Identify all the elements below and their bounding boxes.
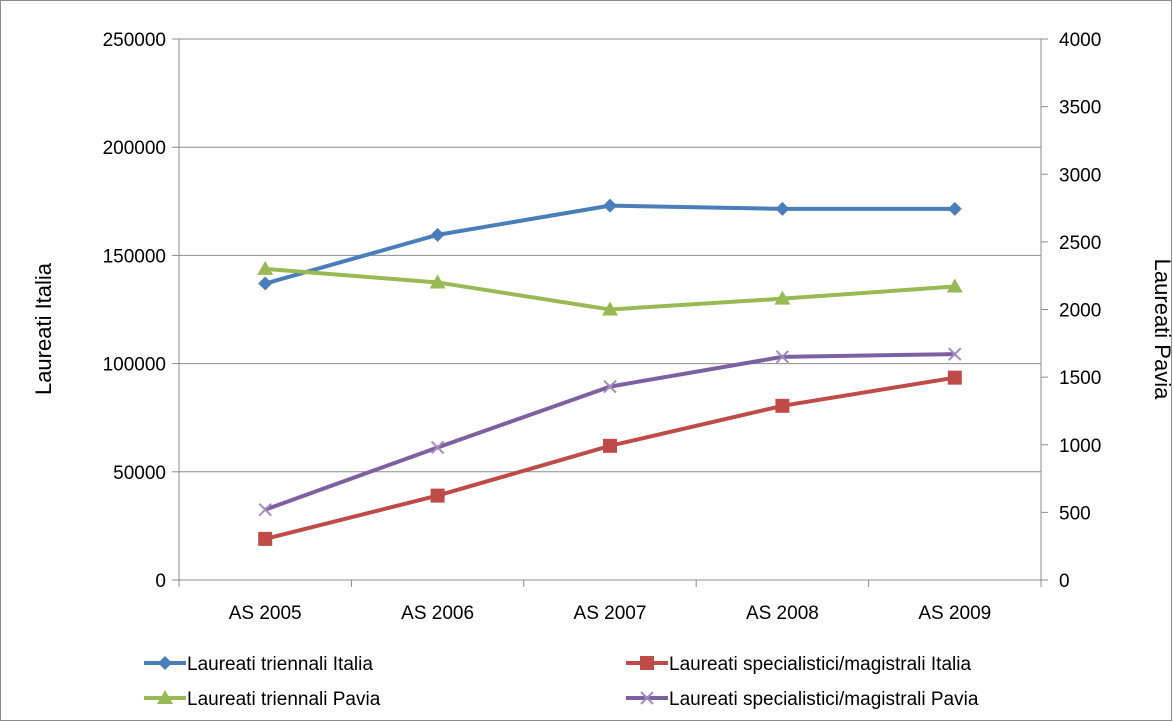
- right-tick-label: 3000: [1059, 165, 1101, 186]
- data-point-diamond: [258, 276, 273, 291]
- left-tick-label: 0: [155, 571, 166, 592]
- x-tick-label: AS 2006: [401, 603, 474, 624]
- legend: Laureati triennali Italia Laureati specia…: [144, 654, 979, 710]
- data-point-x: [640, 691, 654, 705]
- data-point-triangle: [157, 690, 173, 704]
- right-tick-label: 500: [1059, 503, 1091, 524]
- right-tick-label: 1500: [1059, 368, 1101, 389]
- data-point-triangle: [774, 290, 791, 305]
- series-line: [264, 375, 956, 541]
- legend-label: Laureati specialistici/magistrali Italia: [669, 654, 971, 675]
- legend-item-1: Laureati triennali Italia: [144, 654, 373, 675]
- gridlines: [179, 38, 1041, 473]
- series-line: [264, 352, 955, 512]
- legend-item-4: Laureati specialistici/magistrali Pavia: [626, 689, 979, 710]
- data-point-triangle: [946, 278, 963, 293]
- legend-label: Laureati specialistici/magistrali Pavia: [669, 689, 979, 710]
- left-tick-label: 200000: [103, 138, 166, 159]
- x-tick-label: AS 2009: [918, 603, 991, 624]
- data-point-square: [947, 370, 962, 385]
- x-axis-ticks: AS 2005 AS 2006 AS 2007 AS 2008 AS 2009: [229, 603, 992, 624]
- data-point-x: [258, 502, 272, 517]
- x-tick-label: AS 2007: [574, 603, 647, 624]
- data-point-diamond: [430, 227, 445, 242]
- data-point-triangle: [257, 260, 274, 275]
- left-tick-label: 50000: [113, 463, 166, 484]
- data-point-x: [775, 350, 790, 364]
- right-tick-label: 0: [1059, 571, 1070, 592]
- data-point-diamond: [158, 656, 172, 670]
- data-point-diamond: [775, 201, 790, 216]
- legend-item-3: Laureati triennali Pavia: [144, 689, 381, 710]
- series-3: [257, 260, 963, 316]
- series-lines: [257, 198, 963, 546]
- left-tick-label: 250000: [103, 30, 166, 51]
- x-tick-label: AS 2005: [229, 603, 302, 624]
- data-point-diamond: [603, 198, 617, 213]
- data-point-x: [948, 347, 962, 361]
- right-tick-label: 1000: [1059, 436, 1101, 457]
- legend-label: Laureati triennali Italia: [187, 654, 373, 675]
- series-line: [264, 203, 955, 286]
- right-tick-label: 2000: [1059, 301, 1101, 322]
- data-point-triangle: [602, 301, 618, 316]
- data-point-diamond: [947, 201, 962, 216]
- right-tick-label: 2500: [1059, 233, 1101, 254]
- data-point-square: [640, 656, 654, 670]
- series-2: [258, 370, 962, 546]
- right-y-axis-ticks: 4000 3500 3000 2500 2000 1500 1000 500 0: [1059, 30, 1101, 592]
- data-point-triangle: [429, 274, 446, 289]
- x-tick-label: AS 2008: [746, 603, 819, 624]
- right-tick-label: 3500: [1059, 98, 1101, 119]
- data-point-square: [258, 531, 273, 546]
- right-y-axis-title: Laureati Pavia: [1150, 259, 1173, 400]
- legend-item-2: Laureati specialistici/magistrali Italia: [626, 654, 971, 675]
- data-point-square: [430, 488, 445, 503]
- left-y-axis-ticks: 250000 200000 150000 100000 50000 0: [103, 30, 166, 592]
- left-tick-label: 150000: [103, 246, 166, 267]
- data-point-square: [603, 438, 617, 453]
- left-y-axis-title: Laureati Italia: [31, 262, 56, 395]
- left-tick-label: 100000: [103, 355, 166, 376]
- data-point-square: [775, 398, 790, 413]
- data-point-x: [430, 440, 445, 455]
- right-tick-label: 4000: [1059, 30, 1101, 51]
- data-point-x: [603, 379, 617, 394]
- legend-label: Laureati triennali Pavia: [187, 689, 381, 710]
- series-1: [258, 198, 962, 291]
- series-4: [258, 347, 962, 517]
- axes: [172, 38, 1048, 587]
